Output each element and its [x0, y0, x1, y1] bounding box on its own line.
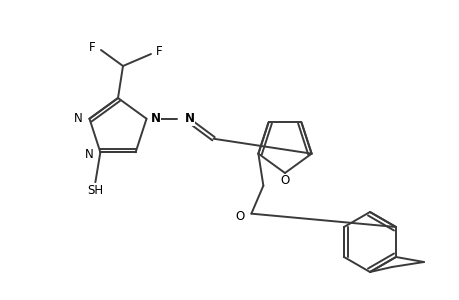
Text: N: N — [150, 112, 160, 125]
Text: N: N — [73, 112, 82, 125]
Text: F: F — [89, 40, 96, 53]
Text: O: O — [235, 210, 244, 223]
Text: N: N — [84, 148, 93, 161]
Text: N: N — [184, 112, 194, 125]
Text: SH: SH — [87, 184, 103, 197]
Text: F: F — [156, 44, 162, 58]
Text: O: O — [280, 175, 289, 188]
